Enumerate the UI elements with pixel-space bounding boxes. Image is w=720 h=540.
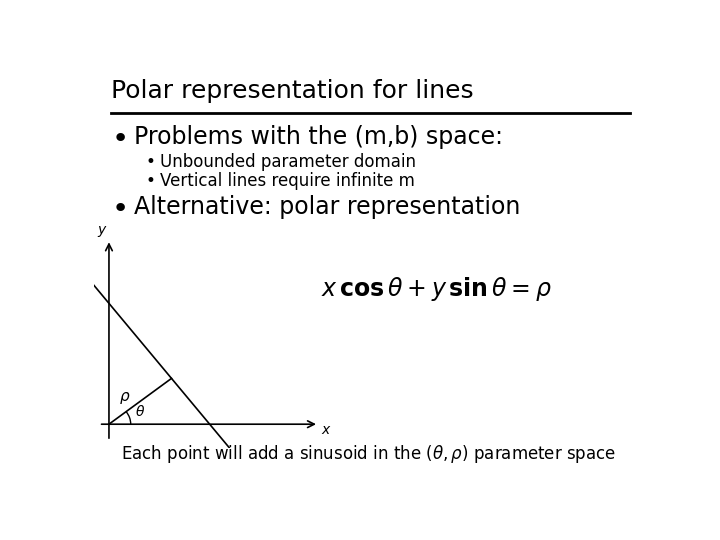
Text: •: • (111, 125, 128, 153)
Text: •: • (145, 153, 156, 171)
Text: Vertical lines require infinite m: Vertical lines require infinite m (160, 172, 415, 190)
Text: $\rho$: $\rho$ (119, 390, 130, 406)
Text: •: • (111, 194, 128, 222)
Text: $x\,\mathbf{cos}\,\theta + y\,\mathbf{sin}\,\theta = \rho$: $x\,\mathbf{cos}\,\theta + y\,\mathbf{si… (320, 275, 552, 303)
Text: x: x (321, 423, 330, 437)
Text: Alternative: polar representation: Alternative: polar representation (133, 194, 520, 219)
Text: y: y (97, 223, 105, 237)
Text: $\theta$: $\theta$ (135, 404, 145, 420)
Text: •: • (145, 172, 156, 190)
Text: Unbounded parameter domain: Unbounded parameter domain (160, 153, 415, 171)
Text: Problems with the (m,b) space:: Problems with the (m,b) space: (133, 125, 503, 149)
Text: Each point will add a sinusoid in the $(\theta,\rho)$ parameter space: Each point will add a sinusoid in the $(… (122, 443, 616, 465)
Text: Polar representation for lines: Polar representation for lines (111, 79, 474, 103)
